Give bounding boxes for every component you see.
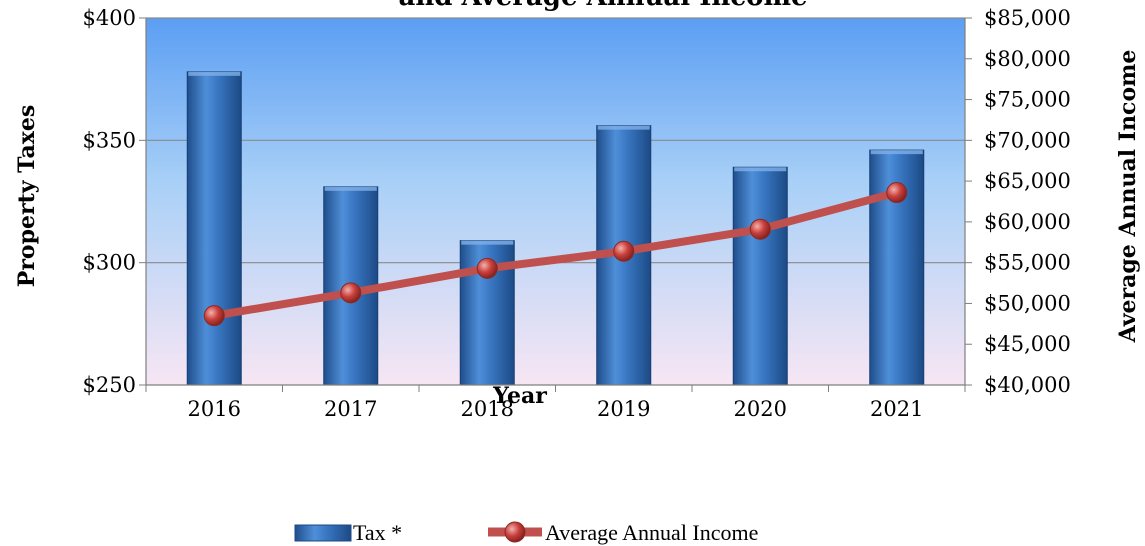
y-tick-label-right: $70,000 xyxy=(984,128,1071,152)
bar-2020 xyxy=(732,166,788,386)
axes xyxy=(139,17,972,392)
income-line xyxy=(213,188,898,320)
legend: Tax * Average Annual Income xyxy=(294,520,758,545)
x-tick-label-2019: 2019 xyxy=(597,397,650,421)
x-tick-label-2016: 2016 xyxy=(188,397,241,421)
y-tick-label-right: $60,000 xyxy=(984,210,1071,234)
plot-background xyxy=(146,18,965,385)
legend-swatch-income-marker xyxy=(504,521,526,543)
line-series xyxy=(203,182,908,327)
income-point-2021 xyxy=(886,182,908,204)
y-tick-label-left: $400 xyxy=(83,6,136,30)
x-tick-label-2018: 2018 xyxy=(461,397,514,421)
y-tick-label-right: $75,000 xyxy=(984,88,1071,112)
x-axis-title: Year xyxy=(492,383,547,409)
y-tick-label-right: $45,000 xyxy=(984,332,1071,356)
income-point-2018 xyxy=(476,257,498,279)
tick-labels: $250 $300 $350 $400 $40,000 $45,000 $50,000 $55… xyxy=(83,6,1071,421)
legend-label-tax: Tax * xyxy=(353,520,402,545)
legend-swatch-tax xyxy=(294,524,352,542)
x-tick-label-2020: 2020 xyxy=(734,397,787,421)
x-tick-label-2017: 2017 xyxy=(324,397,377,421)
income-point-2017 xyxy=(340,282,362,304)
y-tick-label-right: $80,000 xyxy=(984,47,1071,71)
legend-label-income: Average Annual Income xyxy=(545,520,758,545)
income-point-2019 xyxy=(613,240,635,262)
y-tick-label-right: $40,000 xyxy=(984,373,1071,397)
income-point-2020 xyxy=(749,218,771,240)
y-axis-title-left: Property Taxes xyxy=(14,105,40,287)
y-tick-label-left: $300 xyxy=(83,251,136,275)
y-tick-label-right: $50,000 xyxy=(984,291,1071,315)
y-tick-label-right: $65,000 xyxy=(984,169,1071,193)
y-axis-title-right: Average Annual Income xyxy=(1115,50,1141,344)
x-tick-label-2021: 2021 xyxy=(870,397,923,421)
y-tick-label-left: $350 xyxy=(83,128,136,152)
y-tick-label-right: $85,000 xyxy=(984,6,1071,30)
bar-top-highlight xyxy=(188,71,241,76)
bar-top-highlight xyxy=(597,125,650,130)
income-point-2016 xyxy=(203,305,225,327)
bar-top-highlight xyxy=(461,240,514,245)
y-tick-label-left: $250 xyxy=(83,373,136,397)
chart-title: and Average Annual Income xyxy=(398,0,807,12)
bar-top-highlight xyxy=(734,167,787,172)
y-tick-label-right: $55,000 xyxy=(984,251,1071,275)
bar-top-highlight xyxy=(324,186,377,191)
bar-top-highlight xyxy=(870,150,923,155)
bar-2016 xyxy=(186,71,242,386)
